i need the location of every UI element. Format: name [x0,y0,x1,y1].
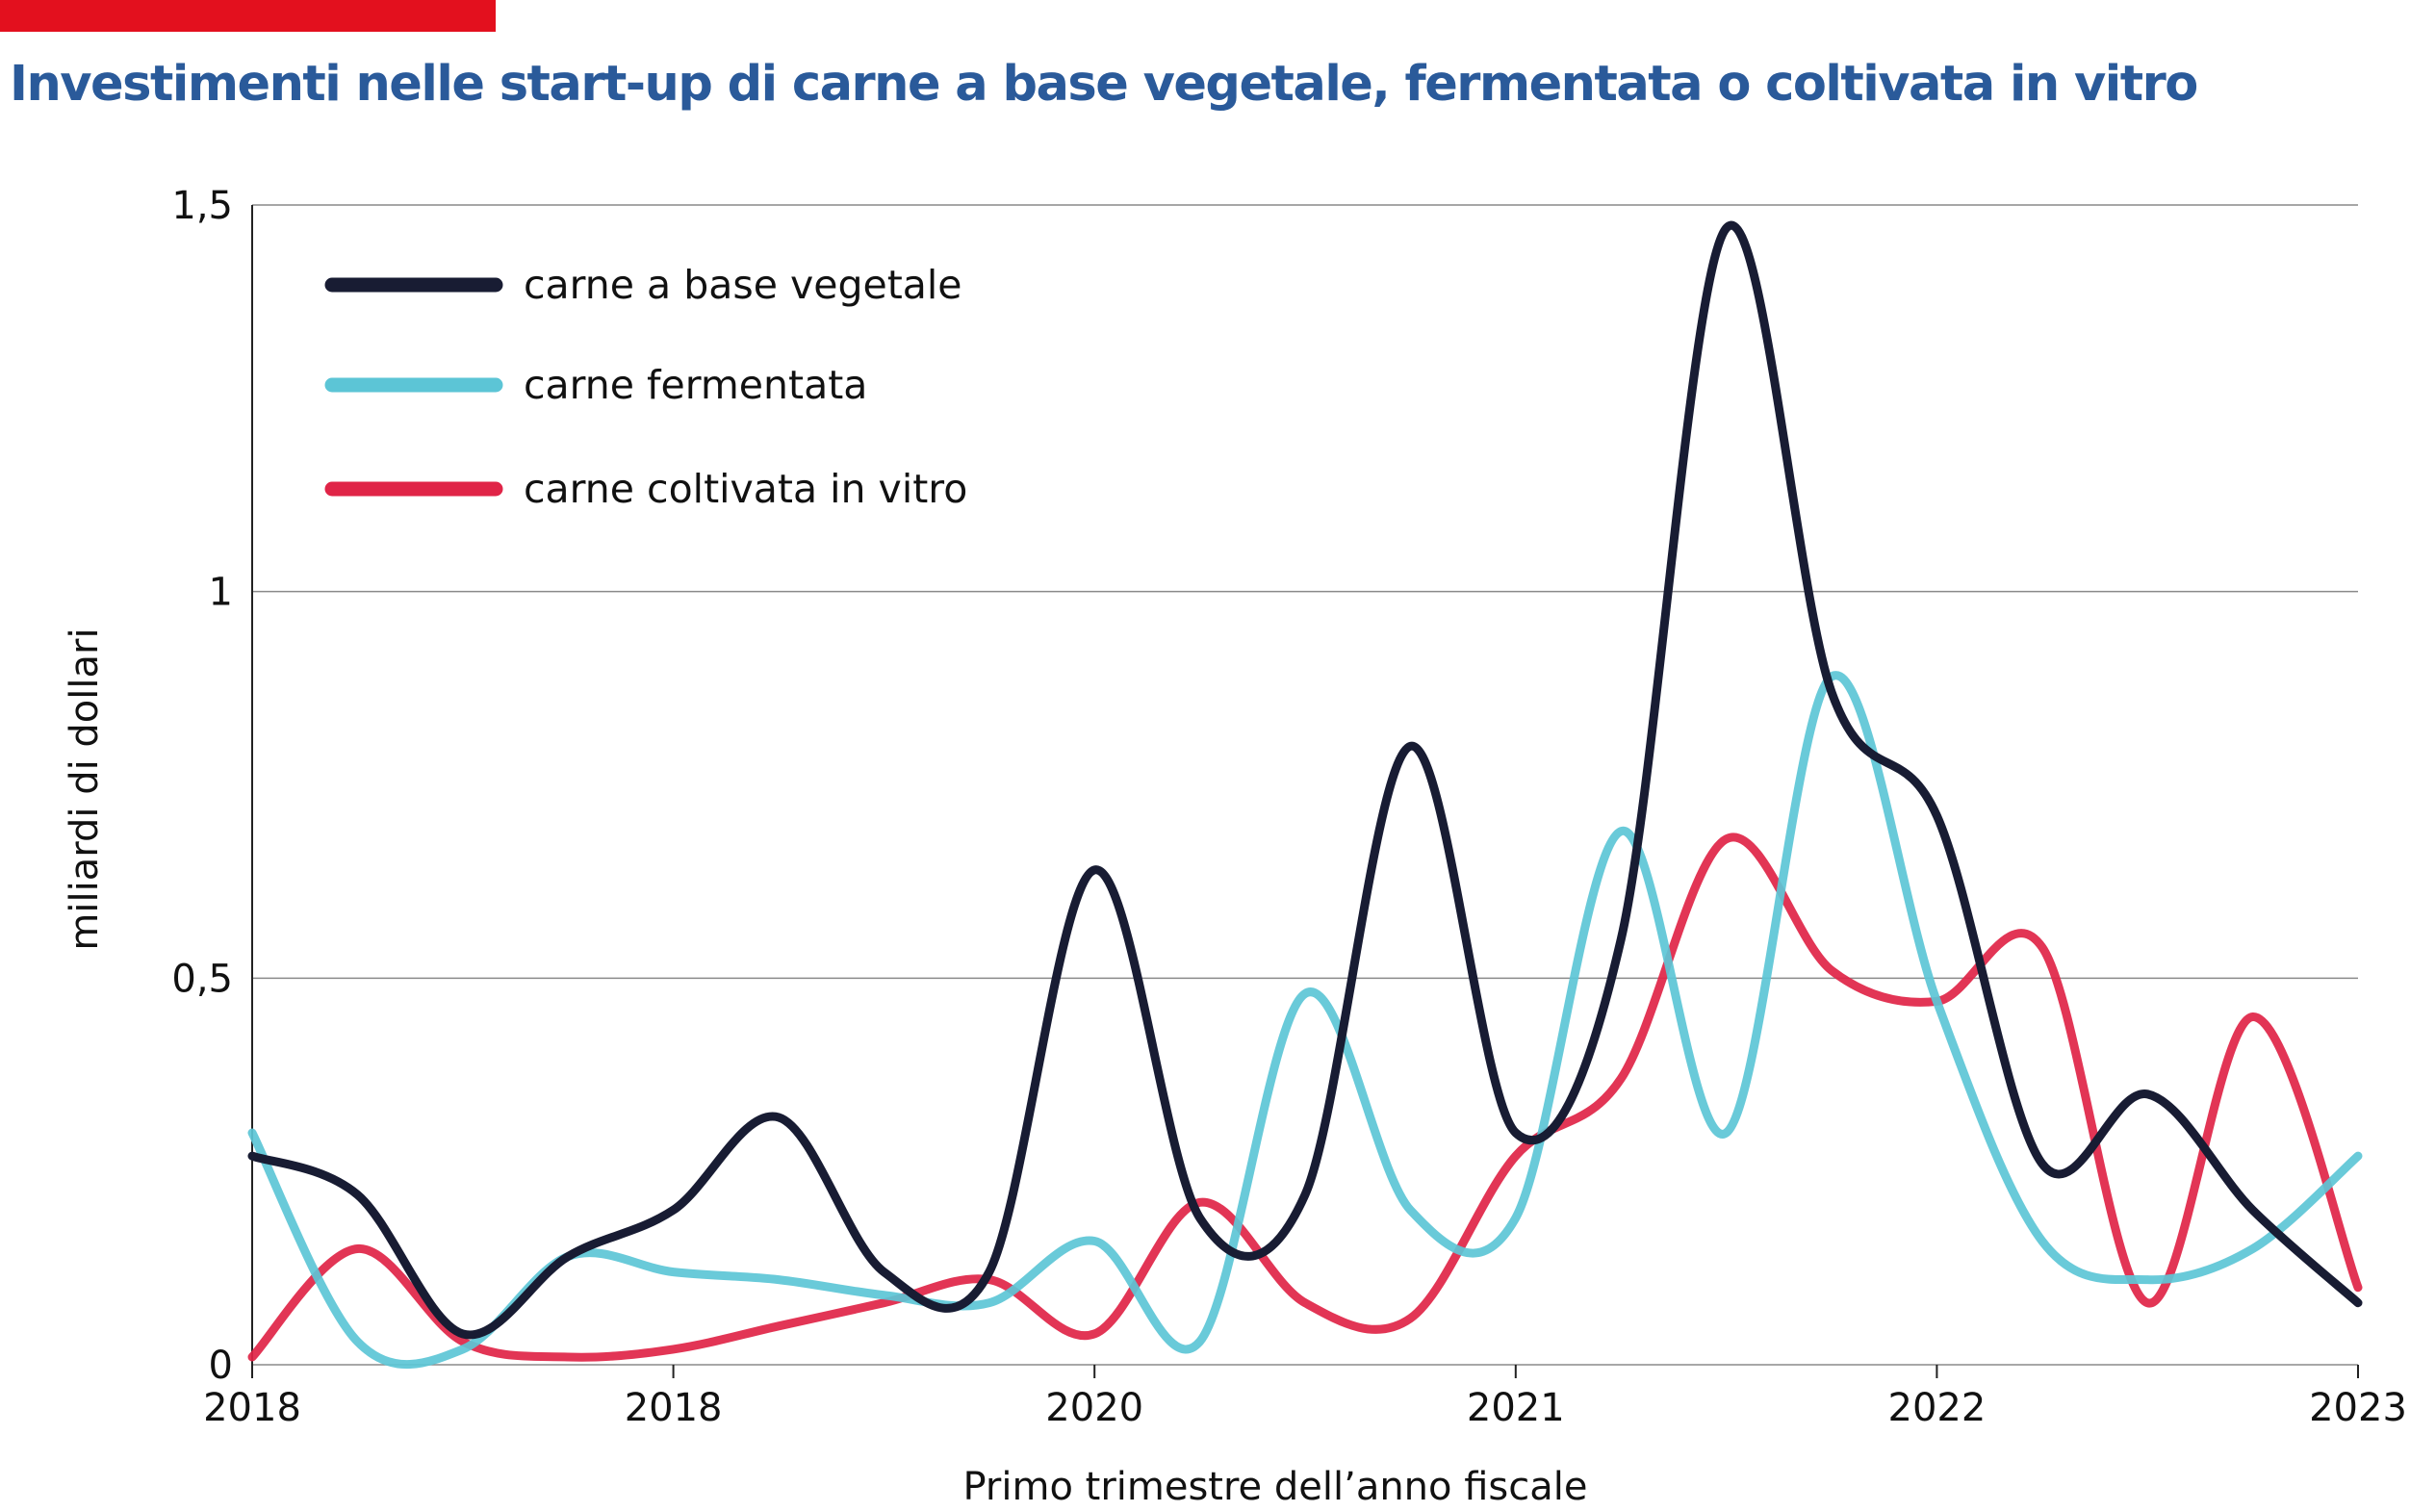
x-tick-label: 2023 [2309,1386,2407,1430]
y-tick-label: 1,5 [171,184,233,228]
legend: carne a base vegetale carne fermentata car… [324,262,967,512]
chart-title: Investimenti nelle start-up di carne a b… [10,56,2198,113]
axis-labels: Primo trimestre dell’anno fiscale miliar… [63,628,1587,1509]
gridlines [252,204,2358,1366]
series-line-1 [247,220,2363,1340]
series-lines [247,220,2363,1370]
series-line-2 [247,671,2363,1370]
x-tick-label: 2022 [1888,1386,1987,1430]
y-tick-label: 1 [209,571,233,615]
y-axis-label: miliardi di dollari [63,628,107,950]
x-tick-label: 2018 [203,1386,301,1430]
y-tick-label: 0 [209,1344,233,1388]
axes: 0 0,5 1 1,5 2018 2018 2020 2021 2022 2023 [171,184,2407,1430]
x-axis-label: Primo trimestre dell’anno fiscale [963,1465,1588,1509]
accent-bar [0,0,496,32]
x-tick-label: 2021 [1467,1386,1565,1430]
x-tick-label: 2020 [1045,1386,1143,1430]
series-line-3 [247,833,2363,1362]
legend-label: carne fermentata [524,362,867,408]
y-tick-label: 0,5 [171,957,233,1001]
x-tick-label: 2018 [625,1386,723,1430]
legend-label: carne a base vegetale [524,262,962,308]
legend-label: carne coltivata in vitro [524,466,967,512]
